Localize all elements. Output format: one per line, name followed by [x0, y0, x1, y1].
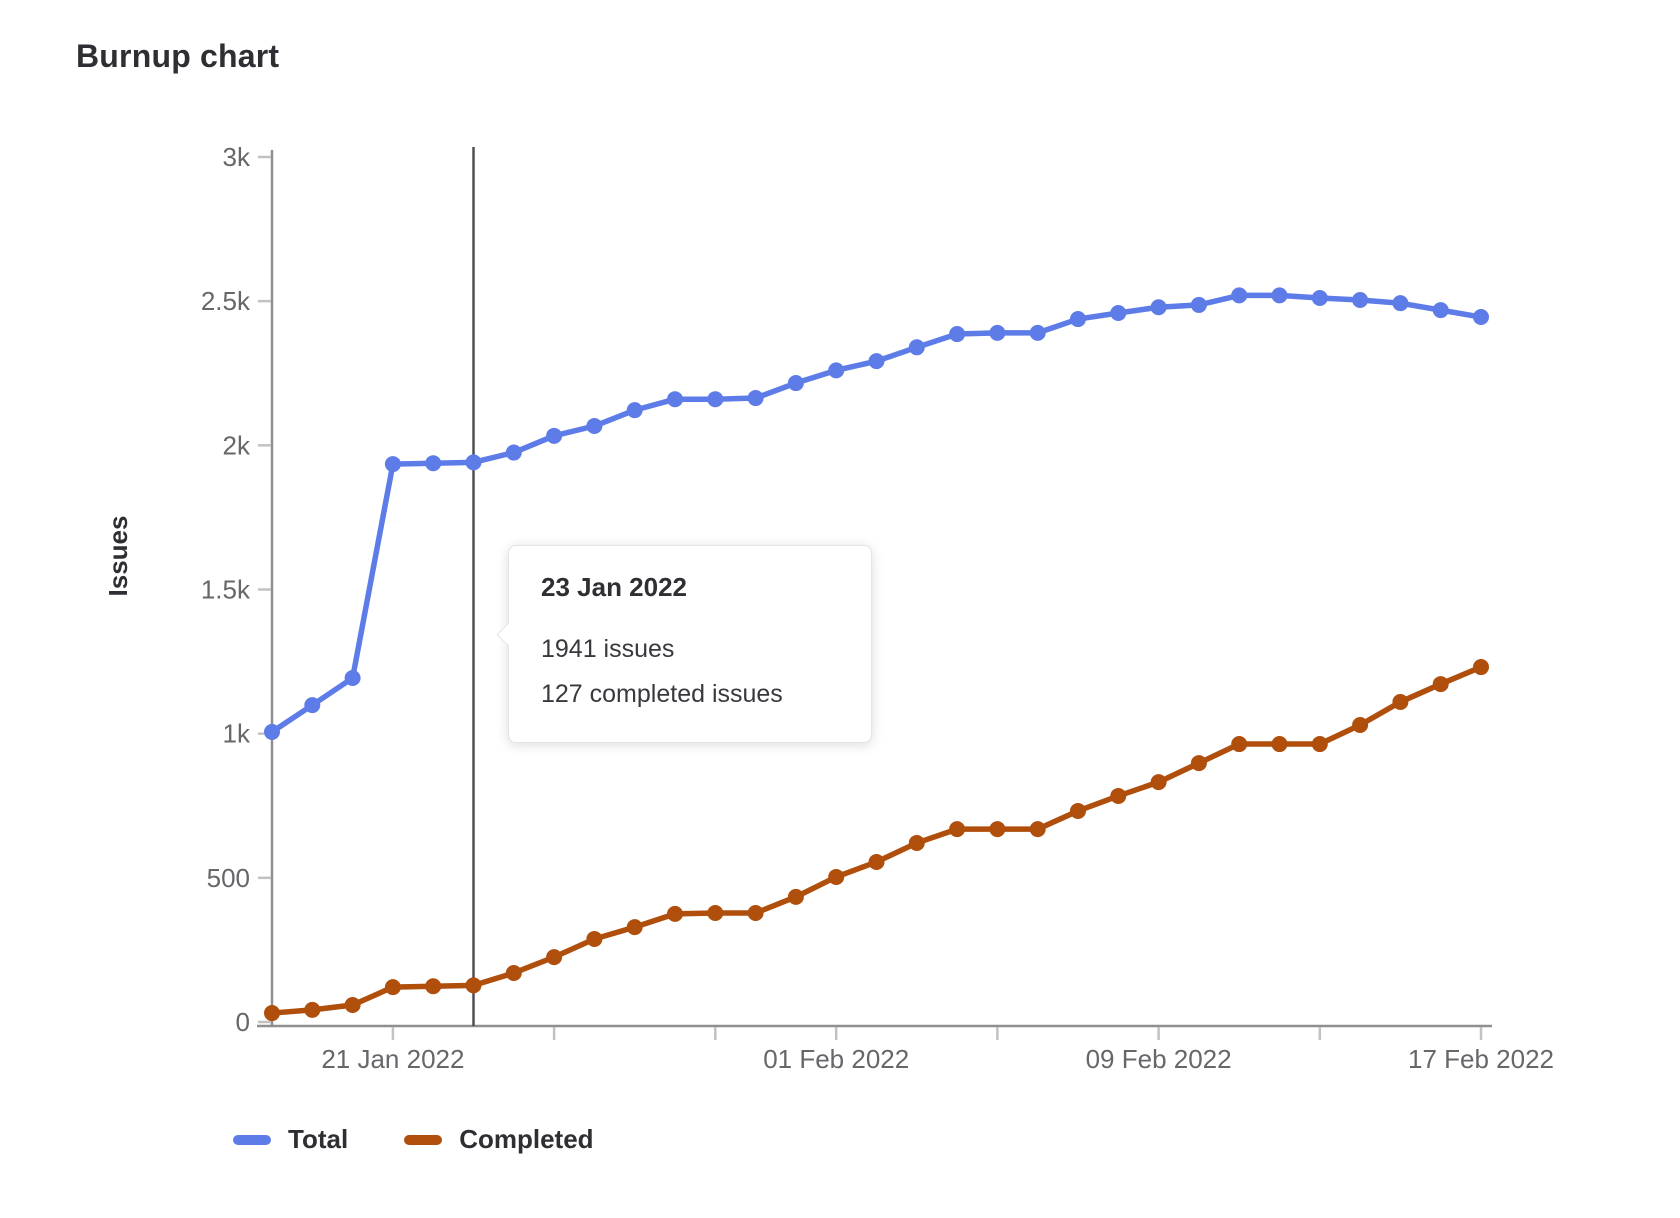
completed-line: [269, 664, 1484, 1016]
completed-point[interactable]: [425, 978, 442, 995]
total-series-swatch-icon: [233, 1134, 271, 1145]
legend-label-total: Total: [288, 1124, 349, 1154]
tooltip-date: 23 Jan 2022: [541, 572, 688, 602]
total-point[interactable]: [344, 670, 361, 687]
x-tick-label: 09 Feb 2022: [1086, 1044, 1232, 1074]
chart-tooltip: 23 Jan 2022 1941 issues 127 completed is…: [496, 545, 872, 743]
completed-point[interactable]: [626, 919, 643, 936]
total-point[interactable]: [626, 402, 643, 419]
total-point[interactable]: [304, 697, 321, 714]
total-point[interactable]: [667, 391, 683, 408]
completed-point[interactable]: [546, 949, 563, 966]
total-point[interactable]: [264, 723, 280, 740]
total-point[interactable]: [989, 324, 1006, 341]
y-tick-label: 1k: [223, 719, 251, 749]
completed-point[interactable]: [1271, 736, 1288, 753]
total-point[interactable]: [586, 418, 603, 435]
total-point[interactable]: [1271, 287, 1288, 304]
completed-point[interactable]: [908, 834, 925, 851]
series-total: [264, 287, 1489, 740]
total-point[interactable]: [828, 362, 845, 379]
y-tick-label: 0: [236, 1007, 250, 1037]
completed-point[interactable]: [465, 977, 482, 994]
completed-point[interactable]: [747, 905, 764, 922]
x-tick-label: 17 Feb 2022: [1408, 1044, 1554, 1074]
total-point[interactable]: [546, 427, 563, 444]
y-tick-label: 2.5k: [201, 286, 251, 316]
total-point[interactable]: [505, 444, 522, 461]
total-point[interactable]: [1070, 311, 1086, 328]
legend-item-total[interactable]: Total: [233, 1124, 348, 1155]
completed-point[interactable]: [586, 930, 603, 947]
completed-point[interactable]: [868, 853, 885, 870]
total-point[interactable]: [707, 391, 724, 408]
completed-point[interactable]: [264, 1005, 280, 1022]
completed-point[interactable]: [1311, 736, 1328, 753]
total-point[interactable]: [425, 455, 442, 472]
x-tick-label: 21 Jan 2022: [321, 1044, 464, 1074]
y-tick-label: 1.5k: [201, 575, 251, 605]
completed-point[interactable]: [1231, 736, 1248, 753]
total-point[interactable]: [1311, 289, 1328, 306]
completed-point[interactable]: [505, 964, 522, 981]
y-tick-label: 3k: [223, 142, 251, 172]
total-point[interactable]: [1392, 295, 1409, 312]
completed-point[interactable]: [989, 821, 1006, 838]
total-point[interactable]: [1150, 299, 1167, 316]
y-axis-title: Issues: [103, 516, 133, 597]
total-point[interactable]: [747, 390, 764, 407]
completed-point[interactable]: [1070, 802, 1086, 819]
axes: 0 500 1k 1.5k 2k 2.5k 3k 21 Jan 2022 01 Feb 2022…: [201, 142, 1554, 1074]
completed-point[interactable]: [707, 905, 724, 922]
completed-point[interactable]: [304, 1001, 321, 1018]
chart-legend: Total Completed: [233, 1124, 594, 1155]
x-tick-label: 01 Feb 2022: [763, 1044, 909, 1074]
completed-point[interactable]: [384, 979, 401, 996]
total-point[interactable]: [868, 353, 885, 370]
completed-point[interactable]: [1110, 787, 1127, 804]
tooltip-completed-issues: 127 completed issues: [541, 679, 783, 708]
completed-point[interactable]: [1029, 821, 1046, 838]
total-point[interactable]: [1352, 292, 1369, 309]
completed-point[interactable]: [1352, 717, 1369, 734]
completed-point[interactable]: [1473, 659, 1489, 676]
completed-point[interactable]: [787, 888, 804, 905]
legend-item-completed[interactable]: Completed: [404, 1124, 594, 1155]
completed-series-swatch-icon: [404, 1134, 443, 1145]
total-point[interactable]: [908, 339, 925, 356]
completed-point[interactable]: [949, 821, 966, 838]
completed-point[interactable]: [1432, 676, 1449, 693]
y-tick-label: 500: [207, 863, 250, 893]
series-completed: [264, 659, 1489, 1022]
completed-point[interactable]: [667, 905, 683, 922]
total-point[interactable]: [1110, 304, 1127, 321]
total-point[interactable]: [384, 456, 401, 473]
tooltip-total-issues: 1941 issues: [541, 635, 675, 663]
completed-point[interactable]: [1392, 693, 1409, 710]
total-point[interactable]: [1029, 324, 1046, 341]
completed-point[interactable]: [1150, 774, 1167, 791]
legend-label-completed: Completed: [459, 1124, 594, 1154]
total-point[interactable]: [1231, 287, 1248, 304]
total-point[interactable]: [1190, 296, 1207, 313]
y-tick-label: 2k: [223, 430, 251, 460]
completed-point[interactable]: [344, 996, 361, 1013]
completed-point[interactable]: [828, 868, 845, 885]
total-point[interactable]: [787, 375, 804, 392]
chart-title: Burnup chart: [76, 38, 280, 74]
total-point[interactable]: [949, 326, 966, 343]
total-point[interactable]: [1432, 302, 1449, 319]
completed-point[interactable]: [1190, 755, 1207, 772]
total-point[interactable]: [465, 454, 482, 471]
total-point[interactable]: [1473, 309, 1489, 326]
